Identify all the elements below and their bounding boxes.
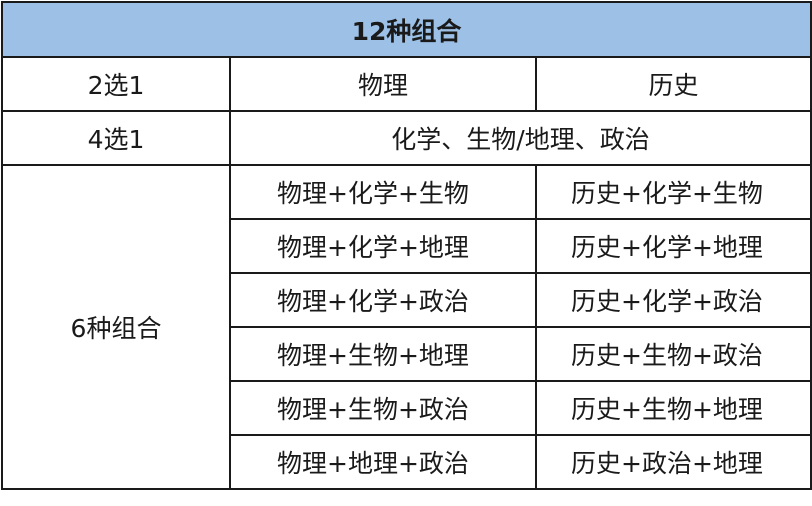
table-title: 12种组合 [1, 1, 812, 58]
table-row: 2选1 物理 历史 [1, 56, 812, 112]
combo-cell: 历史+化学+政治 [535, 272, 812, 328]
table-row: 物理+地理+政治 历史+政治+地理 [2, 434, 812, 490]
option-cell: 历史 [535, 56, 812, 112]
title-row: 12种组合 [1, 1, 812, 58]
table-row: 物理+生物+地理 历史+生物+政治 [2, 326, 812, 382]
table-row: 物理+化学+地理 历史+化学+地理 [2, 218, 812, 274]
option-cell: 化学、生物/地理、政治 [229, 110, 812, 166]
row-label: 6种组合 [1, 164, 231, 490]
combo-cell: 物理+化学+政治 [229, 272, 537, 328]
row-label: 4选1 [1, 110, 231, 166]
combo-cell: 历史+化学+地理 [535, 218, 812, 274]
table-row: 4选1 化学、生物/地理、政治 [1, 110, 812, 166]
combo-cell: 物理+化学+地理 [229, 218, 537, 274]
combo-cell: 历史+生物+政治 [535, 326, 812, 382]
row-label: 2选1 [1, 56, 231, 112]
combo-cell: 历史+政治+地理 [535, 434, 812, 490]
table-row: 物理+生物+政治 历史+生物+地理 [2, 380, 812, 436]
combo-cell: 历史+生物+地理 [535, 380, 812, 436]
combo-cell: 历史+化学+生物 [535, 164, 812, 220]
combinations-table: 12种组合 2选1 物理 历史 4选1 化学、生物/地理、政治 6种组合 物理+… [1, 1, 812, 490]
combo-cell: 物理+化学+生物 [229, 164, 537, 220]
option-cell: 物理 [229, 56, 537, 112]
combo-cell: 物理+生物+政治 [229, 380, 537, 436]
combo-cell: 物理+地理+政治 [229, 434, 537, 490]
table-row: 物理+化学+政治 历史+化学+政治 [2, 272, 812, 328]
table-row: 6种组合 物理+化学+生物 历史+化学+生物 [1, 164, 812, 490]
combo-cell: 物理+生物+地理 [229, 326, 537, 382]
